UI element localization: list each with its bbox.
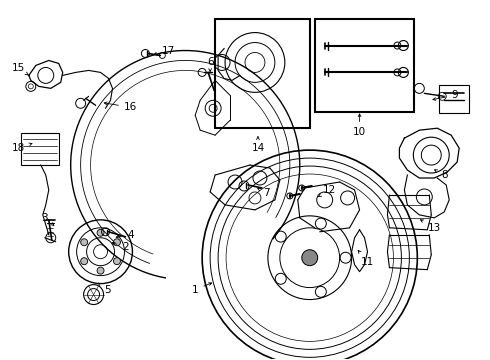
Text: 7: 7 <box>258 188 270 198</box>
Circle shape <box>302 250 318 266</box>
Text: 17: 17 <box>154 45 175 55</box>
Bar <box>439 85 469 113</box>
Bar <box>21 133 59 165</box>
Text: 16: 16 <box>104 102 137 112</box>
Text: 8: 8 <box>435 170 447 180</box>
Text: 14: 14 <box>251 137 265 153</box>
Bar <box>315 19 415 112</box>
Bar <box>215 19 310 128</box>
Text: 13: 13 <box>420 220 441 233</box>
Text: 9: 9 <box>433 90 458 100</box>
Text: 4: 4 <box>116 230 134 240</box>
Text: 12: 12 <box>318 185 336 197</box>
Text: 5: 5 <box>98 283 111 294</box>
Text: 11: 11 <box>358 251 374 267</box>
Text: 3: 3 <box>42 213 54 225</box>
Text: 10: 10 <box>353 114 366 137</box>
Circle shape <box>97 229 104 236</box>
Text: 2: 2 <box>112 242 129 252</box>
Text: 1: 1 <box>192 283 212 294</box>
Text: 6: 6 <box>207 58 214 72</box>
Circle shape <box>97 267 104 274</box>
Text: 15: 15 <box>12 63 28 75</box>
Circle shape <box>114 258 121 265</box>
Circle shape <box>114 239 121 246</box>
Circle shape <box>81 258 88 265</box>
Circle shape <box>81 239 88 246</box>
Text: 18: 18 <box>12 143 32 153</box>
